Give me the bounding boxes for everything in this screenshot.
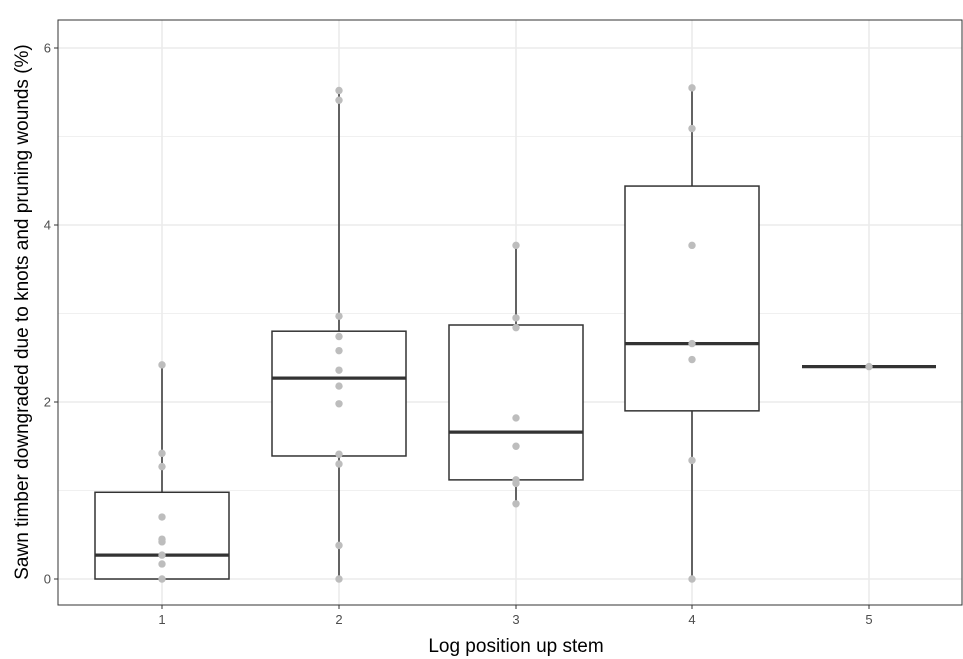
data-points <box>158 84 873 583</box>
data-point <box>158 560 166 568</box>
box-3 <box>448 245 584 504</box>
data-point <box>335 346 343 355</box>
data-point <box>512 442 520 450</box>
y-tick-label: 6 <box>44 41 51 56</box>
data-point <box>335 312 343 320</box>
data-point <box>335 541 343 550</box>
data-point <box>512 314 520 322</box>
data-point <box>158 361 166 369</box>
data-point <box>335 400 343 408</box>
data-point <box>512 414 520 422</box>
x-tick-label: 3 <box>512 612 519 627</box>
y-tick-label: 4 <box>44 218 51 233</box>
data-point <box>335 366 343 374</box>
data-point <box>335 575 343 583</box>
x-axis-title: Log position up stem <box>428 636 603 657</box>
y-axis-title: Sawn timber downgraded due to knots and … <box>12 44 33 580</box>
boxes <box>94 87 936 580</box>
panel-border <box>57 19 963 606</box>
data-point <box>158 538 166 546</box>
data-point <box>158 575 166 583</box>
data-point <box>335 96 343 104</box>
data-point <box>688 575 696 583</box>
x-tick-label: 2 <box>335 612 342 627</box>
data-point <box>158 462 166 471</box>
box-1 <box>94 364 230 580</box>
data-point <box>158 551 166 559</box>
data-point <box>335 332 343 341</box>
data-point <box>688 355 696 364</box>
data-point <box>512 500 520 508</box>
axis-ticks: 0 2 4 6 1 2 3 4 5 <box>44 41 873 628</box>
data-point <box>688 84 696 92</box>
box-4 <box>624 87 760 579</box>
data-point <box>688 456 696 465</box>
data-point <box>335 460 343 468</box>
data-point <box>688 124 696 133</box>
box-iqr <box>448 324 584 481</box>
data-point <box>688 241 696 250</box>
data-point <box>335 86 343 95</box>
data-point <box>865 362 873 371</box>
box-iqr <box>624 185 760 412</box>
data-point <box>158 513 166 521</box>
data-point <box>335 450 343 458</box>
data-point <box>512 241 520 250</box>
x-tick-label: 5 <box>865 612 872 627</box>
y-tick-label: 0 <box>44 572 51 587</box>
data-point <box>688 339 696 348</box>
x-tick-label: 4 <box>688 612 695 627</box>
data-point <box>158 449 166 458</box>
data-point <box>512 479 520 488</box>
x-tick-label: 1 <box>158 612 165 627</box>
data-point <box>512 323 520 332</box>
data-point <box>335 382 343 390</box>
y-tick-label: 2 <box>44 395 51 410</box>
